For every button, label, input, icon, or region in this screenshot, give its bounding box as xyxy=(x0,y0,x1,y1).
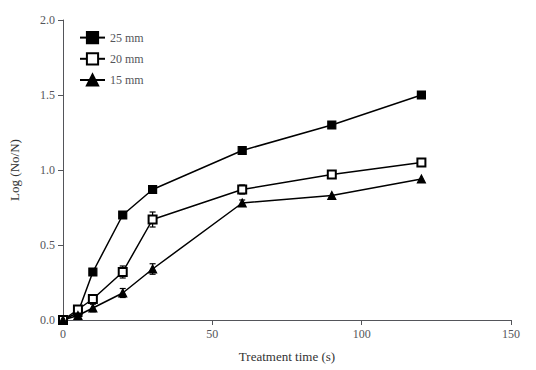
svg-text:2.0: 2.0 xyxy=(40,13,55,27)
svg-text:Log (No/N): Log (No/N) xyxy=(7,139,22,201)
svg-text:150: 150 xyxy=(502,327,520,341)
svg-text:0: 0 xyxy=(60,327,66,341)
svg-text:1.0: 1.0 xyxy=(40,163,55,177)
svg-text:15 mm: 15 mm xyxy=(110,73,144,87)
svg-text:100: 100 xyxy=(353,327,371,341)
svg-text:20 mm: 20 mm xyxy=(110,52,144,66)
svg-text:50: 50 xyxy=(206,327,218,341)
svg-text:1.5: 1.5 xyxy=(40,88,55,102)
svg-text:25 mm: 25 mm xyxy=(110,31,144,45)
svg-text:0.5: 0.5 xyxy=(40,238,55,252)
svg-text:0.0: 0.0 xyxy=(40,313,55,327)
svg-text:Treatment time (s): Treatment time (s) xyxy=(239,349,335,364)
